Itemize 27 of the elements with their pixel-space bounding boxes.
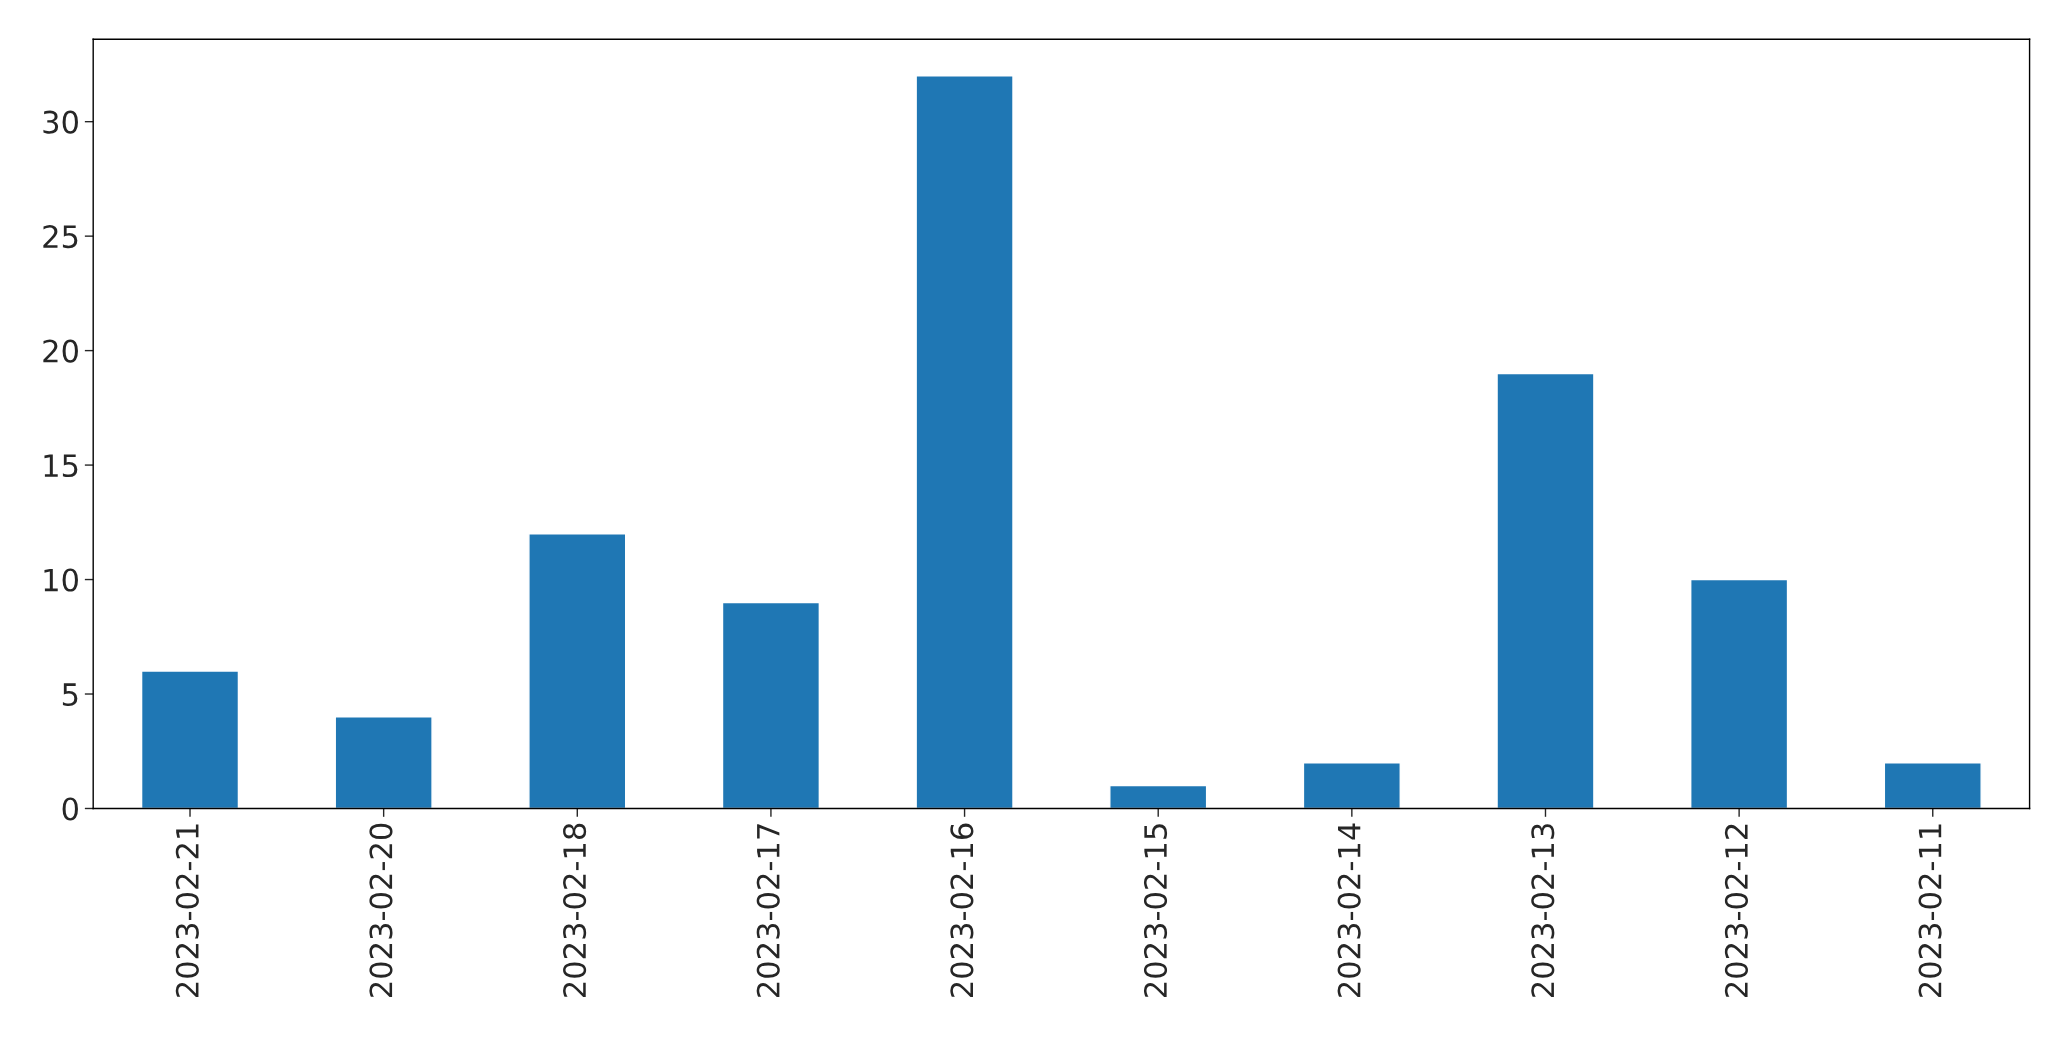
x-tick-label: 2023-02-15 xyxy=(1143,824,1168,998)
x-tick-label: 2023-02-20 xyxy=(369,823,393,998)
bar xyxy=(1496,372,1595,809)
bar xyxy=(915,75,1014,809)
x-tick-label: 2023-02-12 xyxy=(1724,824,1748,998)
bar xyxy=(1109,784,1208,809)
y-tick-label: 0 xyxy=(62,797,78,821)
x-tick-label: 2023-02-21 xyxy=(175,824,199,998)
bar xyxy=(528,533,627,809)
bar xyxy=(1302,761,1401,809)
y-tick-label: 15 xyxy=(44,454,78,478)
y-tick-label: 20 xyxy=(43,339,78,363)
x-tick-label: 2023-02-11 xyxy=(1918,824,1942,998)
y-tick-label: 10 xyxy=(44,568,78,592)
y-tick-label: 30 xyxy=(43,110,78,134)
bar xyxy=(334,716,433,809)
x-tick-label: 2023-02-16 xyxy=(950,823,974,998)
bar xyxy=(1883,761,1982,809)
bar xyxy=(1690,578,1789,809)
y-tick-label: 25 xyxy=(43,225,78,249)
x-tick-label: 2023-02-18 xyxy=(563,823,587,998)
x-tick-label: 2023-02-13 xyxy=(1531,824,1555,998)
x-tick-label: 2023-02-17 xyxy=(756,824,780,998)
y-tick-label: 5 xyxy=(62,683,78,707)
bar xyxy=(140,670,240,809)
x-tick-label: 2023-02-14 xyxy=(1337,823,1361,998)
bar xyxy=(721,601,821,809)
